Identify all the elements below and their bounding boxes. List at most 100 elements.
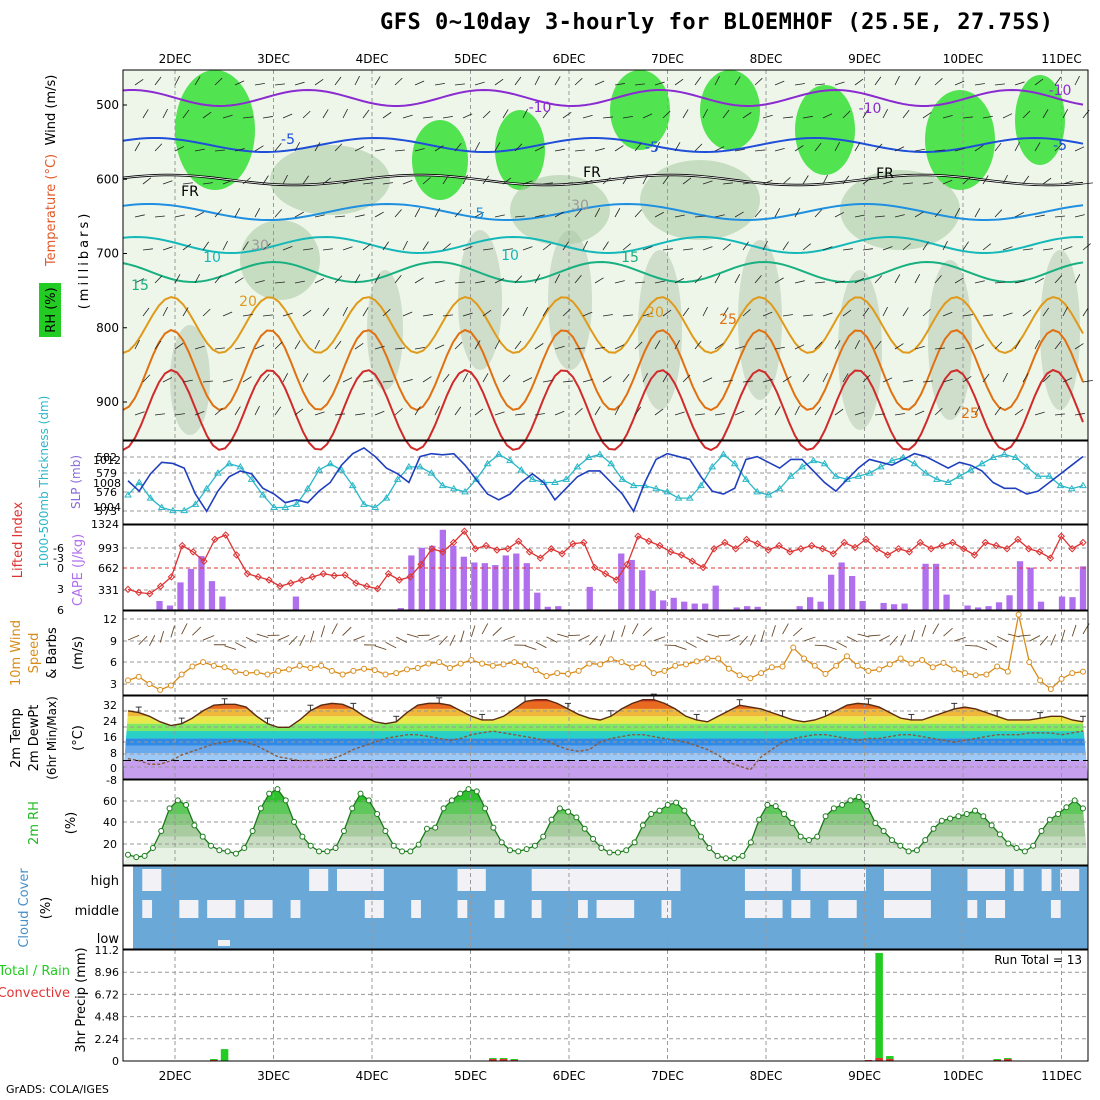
- wind-barb: [814, 406, 822, 416]
- wind-barb: [1054, 413, 1065, 416]
- wind-speed-point: [747, 675, 754, 682]
- wind-speed-point: [264, 671, 271, 678]
- cloud-middle-cell: [986, 900, 996, 918]
- wind-barb: [914, 148, 925, 152]
- wind-barb: [1042, 374, 1051, 383]
- wind-barb: [894, 274, 901, 284]
- rh-point: [1021, 848, 1028, 855]
- wind-barb: [1042, 248, 1053, 251]
- wind-barb: [878, 635, 890, 642]
- wind-barb: [142, 374, 151, 383]
- thickness-point: [955, 472, 964, 479]
- wind-barb: [522, 246, 533, 251]
- cloud-high-cell: [902, 869, 913, 891]
- cloud-middle-cell: [902, 900, 913, 918]
- wind-barb: [394, 275, 402, 284]
- rh-point: [241, 845, 248, 851]
- wind-barb: [902, 243, 911, 251]
- ylabel-cape: CAPE (J/kg): [71, 534, 86, 606]
- wind-barb: [964, 644, 977, 647]
- wind-speed-point: [854, 662, 861, 669]
- wind-barb: [182, 109, 190, 119]
- rh-point: [1063, 804, 1070, 811]
- wind-barb: [794, 83, 805, 86]
- cape-bar: [744, 606, 751, 610]
- wind-barb: [834, 408, 844, 416]
- lifted-index-point: [742, 535, 751, 544]
- wind-barb: [771, 625, 776, 637]
- lifted-index-point: [862, 535, 870, 544]
- wind-barb: [294, 81, 305, 86]
- rh-band: [123, 802, 1088, 814]
- wind-barb: [274, 142, 282, 152]
- temp-band: [123, 745, 1088, 754]
- rh-tick-label: 60: [103, 795, 117, 808]
- cloud-high-cell: [995, 869, 1006, 891]
- wind-barb: [696, 636, 708, 643]
- contour-label: -10: [529, 100, 552, 116]
- wind-barb: [342, 626, 352, 636]
- wind-barb: [256, 633, 269, 639]
- wind-barb: [174, 146, 185, 152]
- thickness-point: [236, 462, 245, 470]
- precip-tick-label: 2.24: [95, 1033, 120, 1046]
- wind-barb: [1062, 180, 1073, 185]
- wind-barb: [802, 314, 813, 317]
- wind-barb: [134, 339, 140, 350]
- wind-barb: [749, 634, 756, 646]
- x-tick-label-bottom: 11DEC: [1041, 1069, 1081, 1083]
- wind-barb: [986, 641, 998, 648]
- cloud-high-cell: [142, 869, 153, 891]
- cape-bar: [796, 606, 803, 610]
- wind-barb: [1007, 633, 1020, 638]
- thickness-point: [427, 469, 436, 476]
- wind-speed-point: [1004, 668, 1011, 675]
- wind-barb: [1082, 243, 1091, 251]
- thickness-tick-label: 579: [96, 467, 117, 480]
- rh-point: [889, 837, 895, 844]
- wind-barb: [142, 248, 153, 251]
- rh-point: [764, 801, 771, 808]
- rh-point: [972, 807, 979, 814]
- wind-barb: [194, 345, 205, 350]
- thickness-point: [584, 453, 593, 460]
- cape-bar: [691, 603, 698, 610]
- lifted-index-point: [167, 573, 176, 581]
- rh-point: [855, 794, 862, 800]
- wind-barb: [514, 275, 523, 284]
- wind-barb: [722, 243, 732, 251]
- wind-speed-point: [865, 667, 872, 674]
- wind-barb: [474, 81, 485, 86]
- li-tick-label: 3: [57, 583, 64, 596]
- cloud-high-cell: [540, 869, 551, 891]
- ylabel-slp: SLP (mb): [69, 455, 83, 509]
- wind-speed-point: [200, 659, 207, 666]
- wind-barb: [754, 347, 765, 350]
- wind-barb: [282, 174, 288, 185]
- thickness-point: [281, 503, 290, 510]
- wind-barb: [234, 80, 245, 86]
- wind-barb: [962, 314, 973, 317]
- cape-tick-label: 331: [98, 584, 119, 597]
- lifted-index-point: [1025, 545, 1033, 553]
- contour-label: -5: [281, 132, 295, 148]
- cloud-high-cell: [633, 869, 644, 891]
- wind-barb: [514, 413, 525, 416]
- lifted-index-point: [514, 537, 523, 545]
- cloud-middle-cell: [374, 900, 384, 918]
- wind-barb: [454, 209, 462, 218]
- wind-barb: [714, 146, 725, 152]
- cloud-middle-cell: [142, 900, 153, 918]
- cape-bar: [943, 594, 950, 610]
- wind-speed-point: [500, 661, 507, 668]
- wind-barb: [385, 641, 397, 649]
- wind-barb: [834, 211, 845, 218]
- ylabel-speed: Speed: [27, 633, 42, 674]
- thickness-point: [124, 491, 132, 498]
- contour-label: -5: [645, 140, 659, 156]
- wind-barb: [1054, 340, 1062, 350]
- thickness-point: [977, 459, 986, 467]
- wind-barb: [154, 413, 165, 416]
- wind-speed-point: [1080, 668, 1086, 675]
- wind-barb: [1061, 629, 1066, 642]
